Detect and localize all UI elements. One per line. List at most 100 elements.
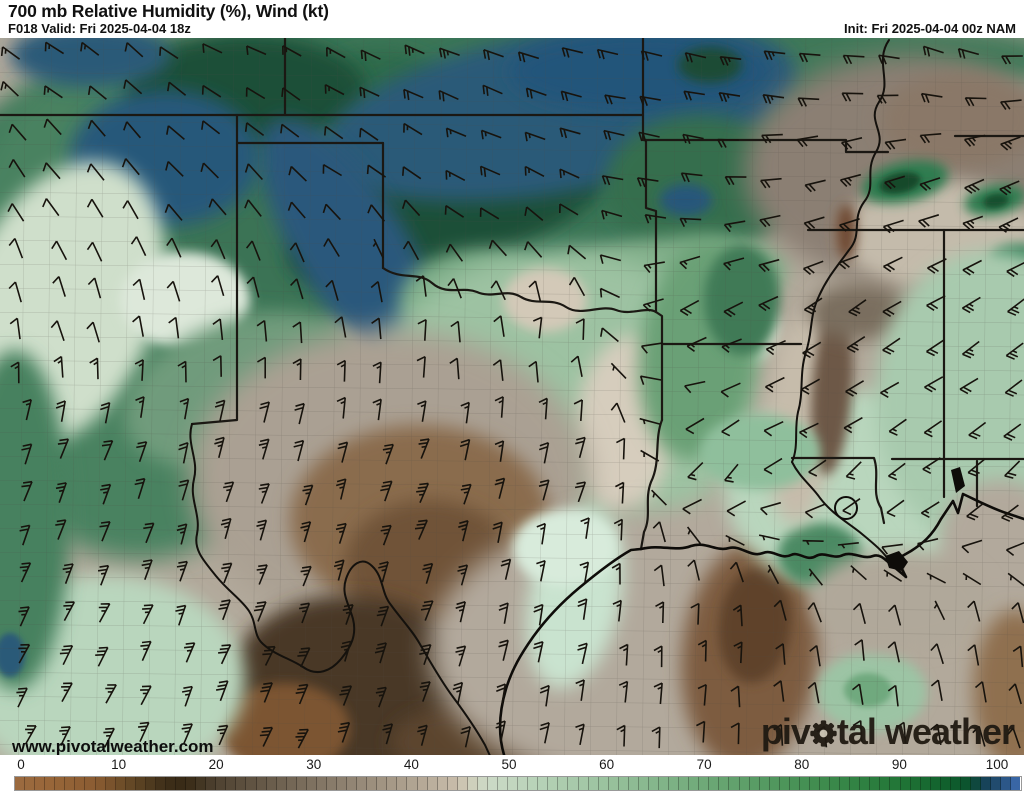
colorbar-segment <box>467 777 478 790</box>
wind-barb <box>215 680 229 702</box>
coastline <box>498 492 1024 755</box>
wind-barb <box>878 54 900 65</box>
wind-barb <box>963 134 986 147</box>
wind-barb <box>165 161 184 177</box>
wind-barb <box>926 295 946 311</box>
wind-barb <box>287 201 306 219</box>
colorbar-segment <box>407 777 418 790</box>
colorbar-segment <box>186 777 197 790</box>
wind-barb <box>8 237 24 259</box>
wind-barb <box>838 254 859 270</box>
wind-barb <box>679 299 700 316</box>
colorbar-segment <box>457 777 468 790</box>
colorbar-segment <box>45 777 56 790</box>
wind-barb <box>841 92 864 102</box>
wind-barb <box>168 316 180 339</box>
wind-barb <box>577 642 588 665</box>
wind-barb <box>567 244 587 260</box>
wind-barb <box>459 438 471 461</box>
wind-barb <box>52 276 66 297</box>
wind-barb <box>18 643 31 664</box>
wind-barb <box>726 500 746 517</box>
wind-barb <box>289 242 305 263</box>
wind-barb <box>123 121 142 139</box>
wind-barb <box>799 422 819 439</box>
wind-barb <box>639 417 661 425</box>
wind-barb <box>218 644 232 665</box>
wind-barb <box>176 560 188 582</box>
wind-barb <box>24 725 37 745</box>
wind-barb <box>718 92 741 103</box>
wind-barb <box>611 562 621 585</box>
colorbar-segment <box>145 777 156 790</box>
wind-barb <box>57 438 70 459</box>
wind-barb <box>917 538 939 551</box>
wind-barb <box>223 481 235 503</box>
wind-barb <box>850 565 867 581</box>
wind-barb <box>573 399 583 421</box>
wind-barb <box>883 256 903 273</box>
wind-barb <box>639 95 661 106</box>
wind-barb <box>684 52 707 63</box>
wind-barb <box>100 401 111 424</box>
wind-barb <box>653 564 665 587</box>
wind-barb <box>100 483 112 505</box>
wind-barb <box>723 220 746 233</box>
wind-barb <box>323 238 340 257</box>
wind-barb <box>961 539 983 554</box>
wind-barb <box>445 169 466 182</box>
wind-barb <box>642 298 664 312</box>
colorbar-segment <box>940 777 951 790</box>
colorbar-segment <box>477 777 488 790</box>
wind-barb <box>1001 55 1023 65</box>
wind-barb <box>101 440 114 461</box>
wind-barb <box>175 604 187 626</box>
wind-barb <box>930 679 943 701</box>
wind-barb <box>419 681 431 702</box>
colorbar-segment <box>930 777 941 790</box>
wind-barb <box>500 558 512 580</box>
wind-barb <box>538 442 550 464</box>
wind-barb <box>680 172 703 183</box>
wind-barb <box>882 300 902 317</box>
wind-barb <box>166 237 182 258</box>
wind-barb <box>638 131 660 143</box>
wind-barb <box>1006 541 1024 557</box>
wind-barb <box>575 679 585 701</box>
wind-barb <box>837 542 859 549</box>
wind-barb <box>136 441 148 463</box>
wind-barb <box>919 177 941 191</box>
colorbar-segment <box>165 777 176 790</box>
wind-barb <box>140 685 152 706</box>
wind-barb <box>690 602 700 625</box>
wind-barb <box>452 681 464 704</box>
wind-barb <box>539 722 550 744</box>
wind-barb <box>212 318 224 340</box>
wind-barb <box>340 640 352 662</box>
wind-barb <box>179 397 190 420</box>
wind-barb <box>371 317 382 340</box>
wind-barb <box>961 296 981 314</box>
wind-barb <box>1011 602 1024 624</box>
wind-barb <box>42 162 61 180</box>
wind-barb <box>896 721 907 744</box>
wind-barb <box>260 682 273 703</box>
colorbar-segment <box>638 777 649 790</box>
wind-barb <box>178 442 189 464</box>
wind-barb <box>683 90 705 101</box>
wind-barb <box>256 519 268 541</box>
colorbar-segment <box>960 777 971 790</box>
wind-barb <box>724 176 747 186</box>
wind-barb <box>210 275 225 297</box>
map-header: 700 mb Relative Humidity (%), Wind (kt) … <box>0 0 1024 38</box>
wind-barb <box>333 559 345 581</box>
wind-barb <box>55 482 67 503</box>
wind-barb <box>651 489 667 506</box>
wind-barb <box>888 462 906 481</box>
wind-barb <box>887 684 899 707</box>
wind-barb <box>417 724 428 746</box>
borders-path <box>790 456 886 525</box>
wind-barb <box>457 564 469 586</box>
wind-barb <box>325 279 339 301</box>
colorbar-segment <box>226 777 237 790</box>
